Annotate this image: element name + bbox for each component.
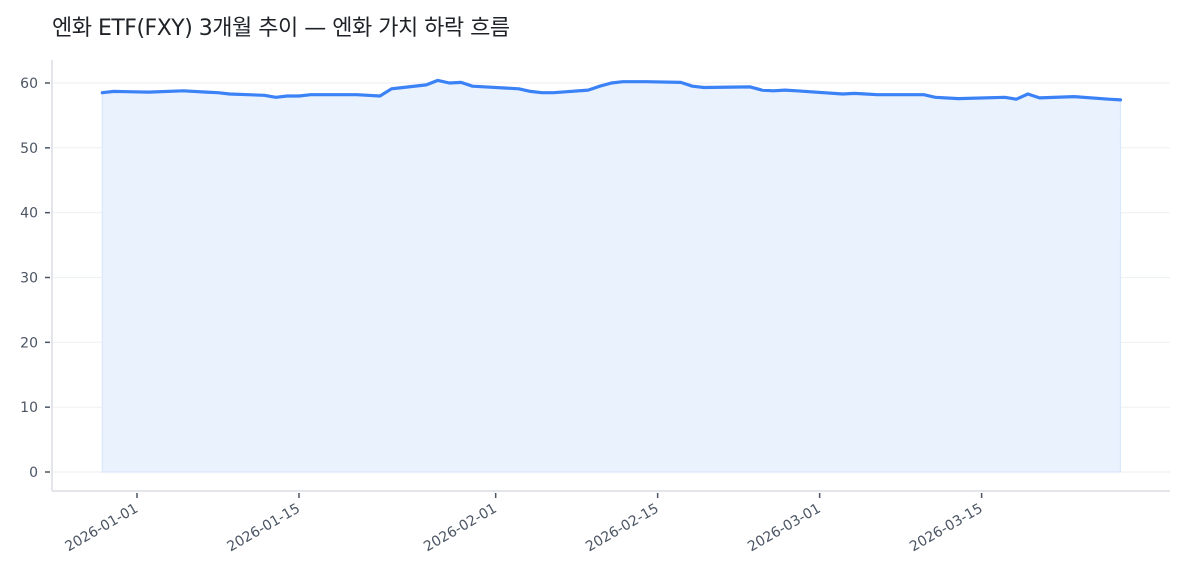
y-tick-label: 30 bbox=[20, 271, 38, 287]
x-tick-label: 2026-01-01 bbox=[63, 501, 141, 556]
chart-title: 엔화 ETF(FXY) 3개월 추이 — 엔화 가치 하락 흐름 bbox=[52, 16, 510, 41]
y-axis: 0 10 20 30 40 50 60 bbox=[20, 76, 50, 481]
y-tick-label: 60 bbox=[20, 76, 38, 92]
x-axis: 2026-01-01 2026-01-15 2026-02-01 2026-02-15… bbox=[63, 493, 986, 555]
y-tick-label: 40 bbox=[20, 206, 38, 222]
price-line bbox=[100, 78, 1123, 102]
area-fill bbox=[101, 79, 1122, 473]
x-tick-label: 2026-03-01 bbox=[745, 501, 823, 556]
y-tick-label: 10 bbox=[20, 400, 38, 416]
x-tick-label: 2026-02-01 bbox=[421, 501, 499, 556]
x-tick-label: 2026-01-15 bbox=[225, 501, 303, 556]
x-tick-label: 2026-02-15 bbox=[583, 501, 661, 556]
series-line-fxy bbox=[100, 78, 1123, 102]
y-tick-label: 0 bbox=[29, 465, 38, 481]
axis-spines bbox=[51, 60, 1170, 492]
x-tick-label: 2026-03-15 bbox=[907, 501, 985, 556]
y-tick-label: 20 bbox=[20, 335, 38, 351]
area-path bbox=[101, 79, 1122, 473]
y-tick-label: 50 bbox=[20, 141, 38, 157]
